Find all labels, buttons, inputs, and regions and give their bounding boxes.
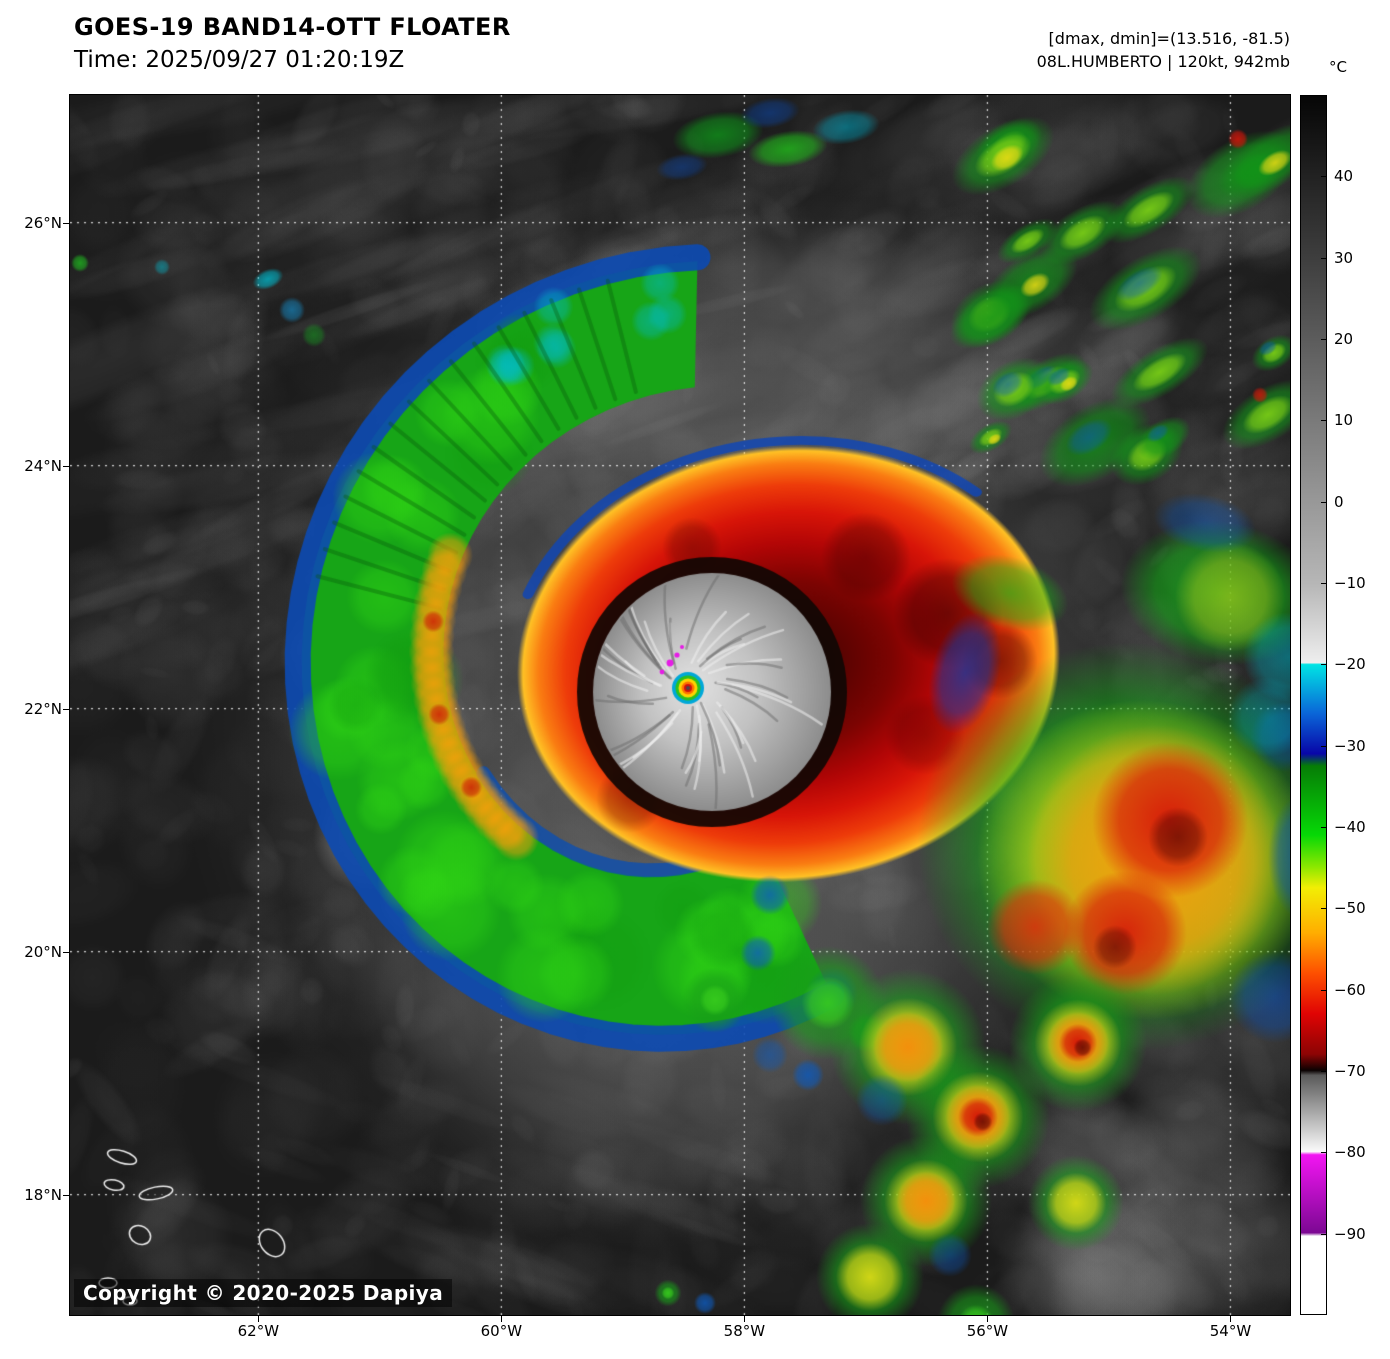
colorbar-tick-label: −60 <box>1334 980 1366 999</box>
colorbar <box>1300 95 1327 1315</box>
satellite-map: Copyright © 2020-2025 Dapiya <box>69 94 1291 1316</box>
satellite-canvas <box>70 95 1290 1315</box>
lat-tick <box>63 951 70 953</box>
copyright-overlay: Copyright © 2020-2025 Dapiya <box>74 1279 453 1307</box>
lat-tick <box>63 465 70 467</box>
colorbar-tick-label: −50 <box>1334 899 1366 918</box>
lon-tick <box>1230 1316 1232 1322</box>
lat-label: 22°N <box>24 699 62 718</box>
lon-label: 56°W <box>966 1322 1009 1340</box>
colorbar-tick-label: −30 <box>1334 736 1366 755</box>
colorbar-tick-label: −90 <box>1334 1224 1366 1243</box>
lat-tick <box>63 222 70 224</box>
colorbar-tick-label: 20 <box>1334 330 1354 348</box>
colorbar-tick-label: −70 <box>1334 1062 1366 1080</box>
lat-label: 24°N <box>24 456 62 475</box>
lon-tick <box>501 1316 503 1322</box>
lon-label: 54°W <box>1209 1322 1252 1340</box>
product-title: GOES-19 BAND14-OTT FLOATER <box>74 13 511 41</box>
colorbar-tick-label: −20 <box>1334 655 1366 674</box>
colorbar-tick-label: −10 <box>1334 574 1366 592</box>
storm-info: 08L.HUMBERTO | 120kt, 942mb <box>1036 52 1290 71</box>
colorbar-unit: °C <box>1329 58 1347 76</box>
lon-label: 58°W <box>723 1322 766 1340</box>
colorbar-tick-label: −40 <box>1334 818 1366 836</box>
colorbar-tick-label: 40 <box>1334 167 1354 186</box>
lon-tick <box>744 1316 746 1322</box>
dmax-dmin-readout: [dmax, dmin]=(13.516, -81.5) <box>1048 29 1290 48</box>
lat-tick <box>63 1194 70 1196</box>
colorbar-tick-label: 0 <box>1334 492 1344 511</box>
header-right-block: [dmax, dmin]=(13.516, -81.5) 08L.HUMBERT… <box>1037 27 1290 73</box>
lon-label: 60°W <box>480 1322 523 1340</box>
colorbar-gradient <box>1301 96 1326 1314</box>
colorbar-tick-label: −80 <box>1334 1143 1366 1162</box>
product-time: Time: 2025/09/27 01:20:19Z <box>74 47 405 73</box>
lon-tick <box>258 1316 260 1322</box>
lat-label: 18°N <box>24 1185 62 1204</box>
lat-tick <box>63 708 70 710</box>
lon-tick <box>987 1316 989 1322</box>
lat-label: 26°N <box>24 213 62 232</box>
colorbar-tick-label: 30 <box>1334 248 1354 267</box>
colorbar-tick-label: 10 <box>1334 411 1354 430</box>
lon-label: 62°W <box>237 1322 280 1340</box>
lat-label: 20°N <box>24 942 62 961</box>
